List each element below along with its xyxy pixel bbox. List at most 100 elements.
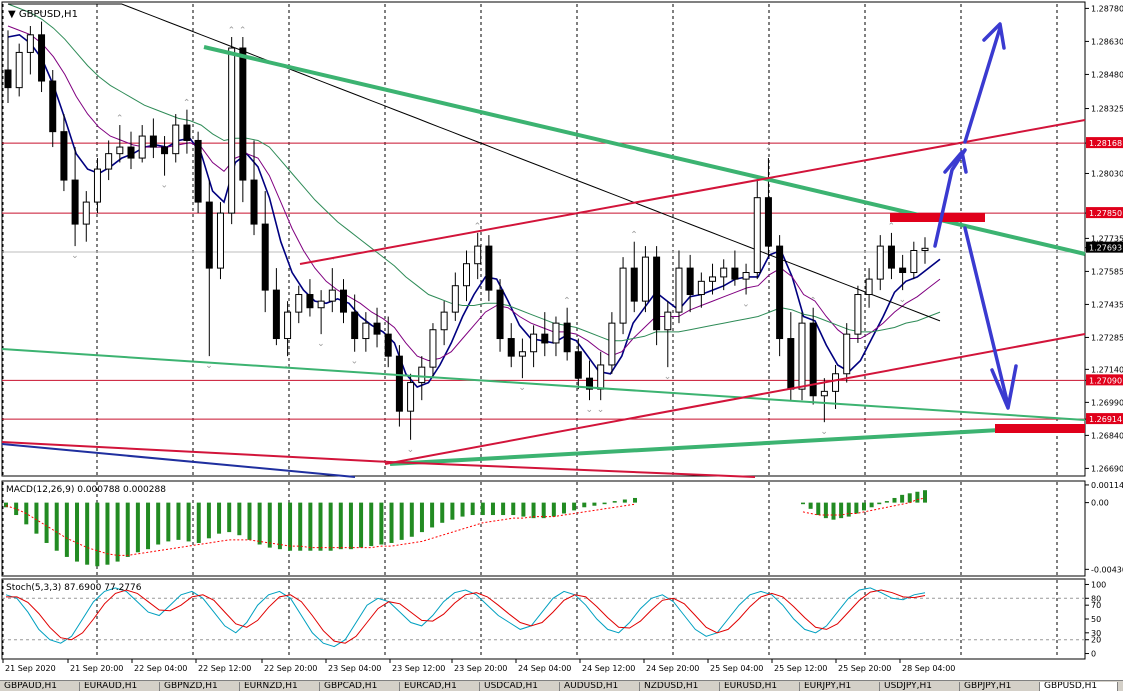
- macd-bar: [900, 494, 905, 503]
- time-tick-label: 22 Sep 20:00: [264, 664, 317, 673]
- macd-signal-path: [5, 503, 636, 556]
- macd-bar: [217, 502, 222, 534]
- macd-bar: [511, 502, 516, 516]
- macd-bar: [892, 497, 897, 503]
- macd-bar: [54, 502, 59, 551]
- macd-bar: [816, 502, 821, 516]
- fractal-down: ⌄: [899, 295, 907, 305]
- price-tick-label: 1.28780: [1091, 4, 1123, 13]
- symbol-tab[interactable]: GBPAUD,H1: [0, 682, 80, 691]
- candle-body: [71, 179, 79, 225]
- fractal-down: ⌄: [586, 405, 594, 415]
- stoch-tick-label: 0: [1091, 650, 1096, 659]
- candle-body: [798, 322, 806, 390]
- lower-green-trendline[interactable]: [1, 348, 1086, 421]
- time-tick-label: 23 Sep 20:00: [454, 664, 507, 673]
- macd-bar: [501, 502, 506, 516]
- candle-body: [440, 311, 448, 331]
- candle-body: [272, 289, 280, 340]
- fractal-down: ⌄: [597, 405, 605, 415]
- old-blue-line[interactable]: [1, 443, 356, 478]
- candle-body: [753, 197, 761, 274]
- price-tick-label: 1.27435: [1091, 300, 1123, 309]
- upper-red-channel[interactable]: [299, 119, 1086, 265]
- symbol-tab[interactable]: GBPUSD,H1: [1040, 682, 1118, 691]
- time-tick-label: 23 Sep 12:00: [392, 664, 445, 673]
- time-tick-label: 23 Sep 04:00: [328, 664, 381, 673]
- candle-body: [619, 267, 627, 324]
- symbol-tab[interactable]: EURCAD,H1: [400, 682, 480, 691]
- fractal-down: ⌄: [161, 181, 169, 191]
- support-zone[interactable]: [995, 424, 1085, 433]
- price-tick-label: 1.28480: [1091, 70, 1123, 79]
- level-tag-label: 1.26914: [1089, 415, 1122, 424]
- fractal-up: ⌃: [474, 222, 482, 232]
- symbol-tab[interactable]: AUDUSD,H1: [560, 682, 640, 691]
- candle-body: [328, 289, 336, 302]
- symbol-tab[interactable]: USDJPY,H1: [880, 682, 960, 691]
- candle-body: [49, 80, 57, 133]
- fractal-up: ⌃: [328, 257, 336, 267]
- macd-bar: [521, 502, 526, 517]
- fractal-up: ⌃: [809, 297, 817, 307]
- candle-body: [653, 256, 661, 331]
- support-green-trendline[interactable]: [389, 428, 1001, 466]
- candle-body: [586, 377, 594, 390]
- fractal-down: ⌄: [205, 361, 213, 371]
- stoch-title: Stoch(5,3,3) 87.6900 77.2776: [6, 583, 142, 593]
- symbol-tab[interactable]: GBPNZD,H1: [160, 682, 240, 691]
- macd-bar: [551, 502, 556, 517]
- resistance-zone[interactable]: [890, 213, 985, 222]
- stoch-tick-label: 30: [1091, 629, 1101, 638]
- candle-body: [339, 289, 347, 313]
- symbol-tab[interactable]: EURJPY,H1: [800, 682, 880, 691]
- macd-bar: [196, 502, 201, 543]
- macd-bar: [338, 502, 343, 550]
- symbol-tab-bar: GBPAUD,H1 EURAUD,H1 GBPNZD,H1 EURNZD,H1 GBPC…: [0, 680, 1123, 691]
- price-panel-frame: [1, 1, 1086, 477]
- symbol-tab[interactable]: EURNZD,H1: [240, 682, 320, 691]
- stoch-tick-label: 50: [1091, 615, 1101, 624]
- level-tag-box: [1086, 413, 1123, 425]
- symbol-tab[interactable]: GBPJPY,H1: [960, 682, 1040, 691]
- candle-body: [709, 276, 717, 282]
- macd-bar: [176, 502, 181, 540]
- candle-body: [172, 124, 180, 155]
- forecast-arrows: [933, 22, 1018, 410]
- symbol-title: ▼ GBPUSD,H1: [8, 9, 78, 20]
- stoch-panel-frame: [1, 578, 1086, 660]
- price-tick-label: 1.28630: [1091, 37, 1123, 46]
- candle-body: [149, 135, 157, 148]
- fractal-down: ⌄: [820, 427, 828, 437]
- fractal-up: ⌃: [228, 26, 236, 36]
- symbol-tab[interactable]: USDCAD,H1: [480, 682, 560, 691]
- candle-body: [832, 373, 840, 392]
- macd-bar: [923, 490, 927, 503]
- symbol-tab[interactable]: GBPCAD,H1: [320, 682, 400, 691]
- old-red-line-2[interactable]: [389, 461, 756, 478]
- candle-body: [228, 47, 236, 214]
- candle-body: [854, 294, 862, 335]
- price-tick-label: 1.27735: [1091, 234, 1123, 243]
- candle-body: [239, 47, 247, 181]
- macd-bar: [85, 502, 90, 565]
- macd-bar: [869, 502, 874, 508]
- fractal-down: ⌄: [407, 445, 415, 455]
- candle-body: [127, 146, 135, 159]
- macd-bar: [135, 502, 140, 553]
- arrow-up-1-head: [943, 150, 968, 174]
- symbol-tab[interactable]: EURUSD,H1: [720, 682, 800, 691]
- candle-body: [295, 294, 303, 313]
- candle-body: [451, 285, 459, 313]
- time-tick-label: 25 Sep 20:00: [838, 664, 891, 673]
- price-tick-label: 1.26840: [1091, 431, 1123, 440]
- symbol-tab[interactable]: NZDUSD,H1: [640, 682, 720, 691]
- old-red-line[interactable]: [1, 441, 391, 463]
- candle-body: [865, 278, 873, 296]
- symbol-tab[interactable]: EURAUD,H1: [80, 682, 160, 691]
- price-tick-label: 1.27585: [1091, 267, 1123, 276]
- candle-body: [93, 168, 101, 203]
- level-tag-label: 1.27090: [1089, 376, 1122, 385]
- level-tag-box: [1086, 207, 1123, 219]
- lower-red-channel[interactable]: [384, 333, 1086, 465]
